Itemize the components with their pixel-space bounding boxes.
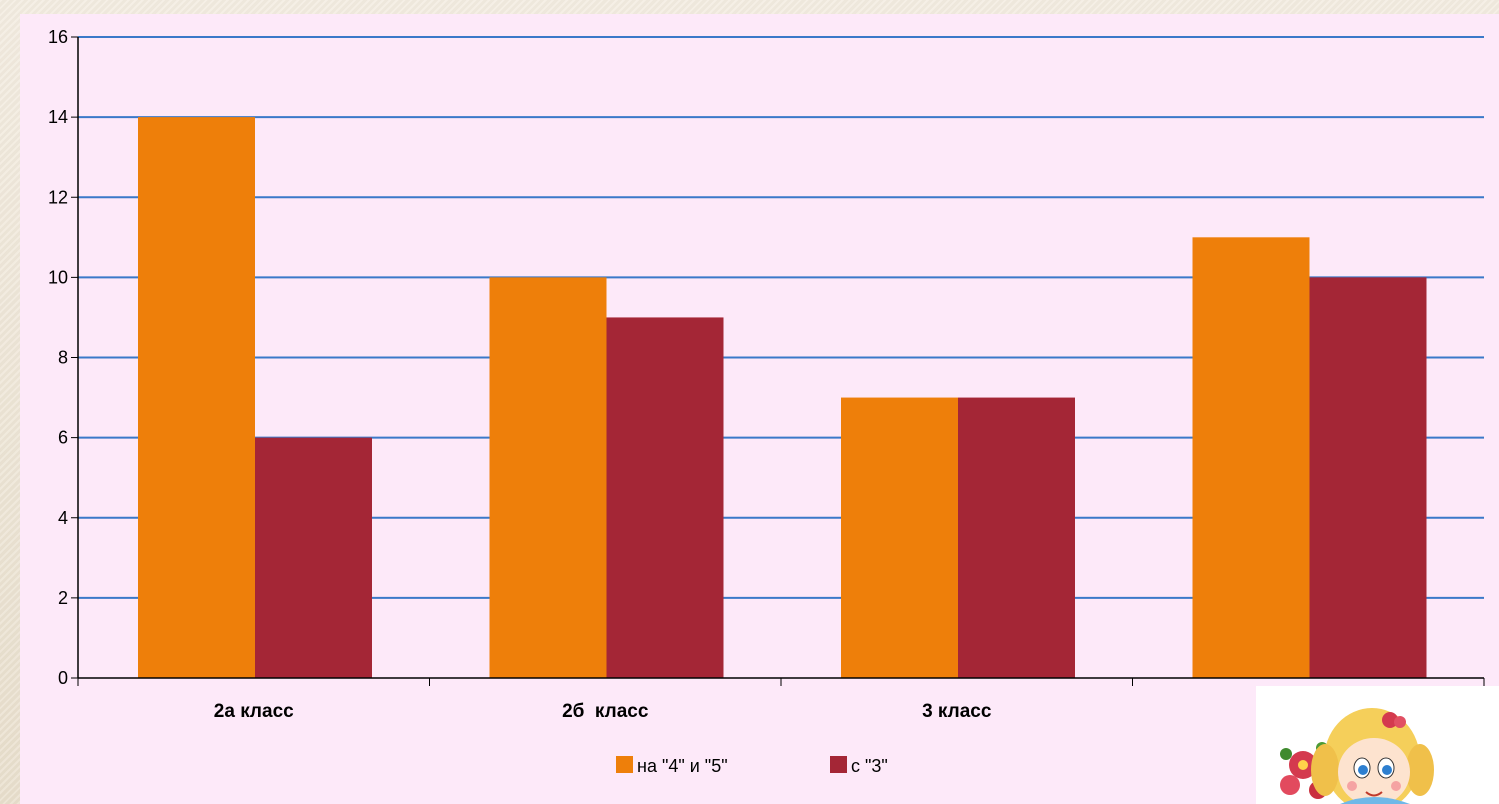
y-tick-label: 10 [48, 267, 68, 287]
bars [138, 117, 1427, 678]
girl-with-flowers-image [1256, 686, 1499, 804]
y-tick-label: 8 [58, 348, 68, 368]
y-tick-label: 0 [58, 668, 68, 688]
y-tick-label: 6 [58, 428, 68, 448]
bar-series2-cat3 [958, 397, 1075, 678]
x-category-label: 3 класс [922, 701, 992, 722]
bar-series2-cat2 [606, 317, 724, 678]
legend: на "4" и "5" с "3" [616, 756, 888, 776]
y-axis-ticks: 0 2 4 6 8 10 12 14 16 [48, 27, 78, 688]
bar-series2-cat1 [255, 437, 372, 678]
bar-series2-cat4 [1309, 277, 1427, 678]
y-tick-label: 2 [58, 588, 68, 608]
y-tick-label: 14 [48, 107, 68, 127]
y-tick-label: 4 [58, 508, 68, 528]
legend-label-series1: на "4" и "5" [637, 756, 728, 776]
legend-swatch-series2 [830, 756, 847, 773]
x-category-label: 2б класс [562, 701, 649, 722]
bar-series1-cat1 [138, 117, 255, 678]
bar-series1-cat2 [489, 277, 607, 678]
bar-series1-cat4 [1192, 237, 1310, 678]
y-tick-label: 12 [48, 187, 68, 207]
bar-series1-cat3 [841, 397, 958, 678]
legend-label-series2: с "3" [851, 756, 888, 776]
x-axis-labels: 2а класс 2б класс 3 класс [214, 701, 992, 722]
x-category-label: 2а класс [214, 701, 294, 722]
y-tick-label: 16 [48, 27, 68, 47]
legend-swatch-series1 [616, 756, 633, 773]
